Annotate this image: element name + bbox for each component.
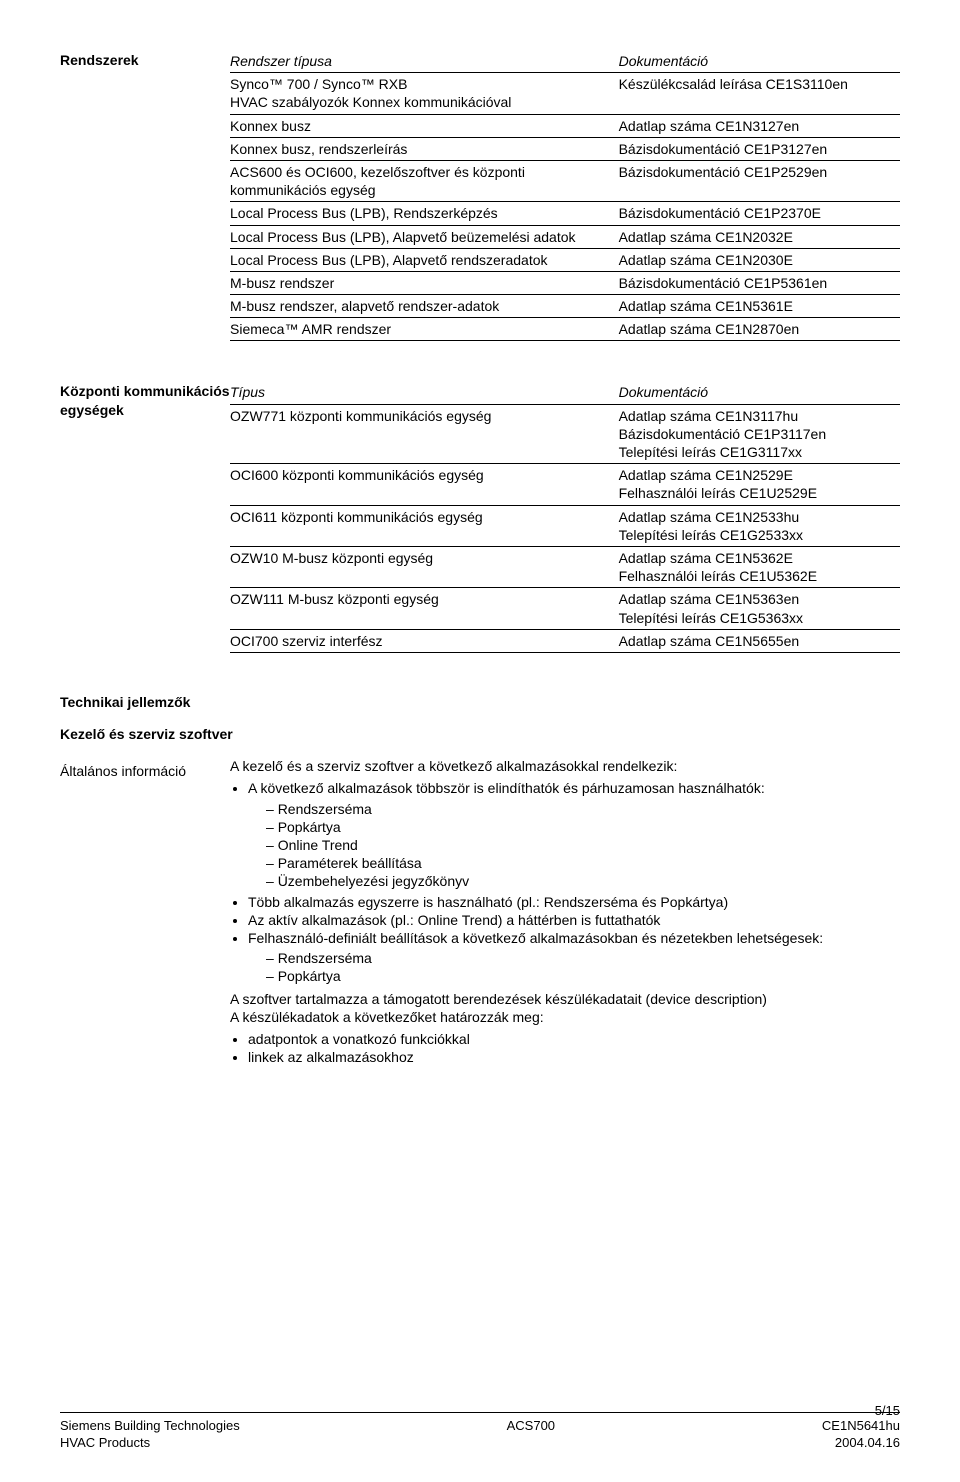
footer-mid: ACS700 bbox=[507, 1418, 555, 1435]
bullet: Több alkalmazás egyszerre is használható… bbox=[248, 893, 900, 911]
footer: Siemens Building Technologies HVAC Produ… bbox=[60, 1412, 900, 1452]
table-row: Konnex busz, rendszerleírásBázisdokument… bbox=[230, 137, 900, 160]
cell-right: Adatlap száma CE1N2030E bbox=[619, 248, 900, 271]
cell-left: M-busz rendszer bbox=[230, 271, 619, 294]
bullet-text: A következő alkalmazások többször is eli… bbox=[248, 780, 765, 796]
cell-right: Adatlap száma CE1N5655en bbox=[619, 629, 900, 652]
table-row: OCI611 központi kommunikációs egységAdat… bbox=[230, 505, 900, 546]
cell-right: Bázisdokumentáció CE1P2529en bbox=[619, 160, 900, 201]
line2: A szoftver tartalmazza a támogatott bere… bbox=[230, 990, 900, 1008]
footer-right2: 2004.04.16 bbox=[822, 1435, 900, 1452]
cell-left: M-busz rendszer, alapvető rendszer-adato… bbox=[230, 295, 619, 318]
cell-right: Adatlap száma CE1N2533huTelepítési leírá… bbox=[619, 505, 900, 546]
cell-right: Adatlap száma CE1N3117huBázisdokumentáci… bbox=[619, 404, 900, 464]
bullet: linkek az alkalmazásokhoz bbox=[248, 1048, 900, 1066]
cell-left: OZW771 központi kommunikációs egység bbox=[230, 404, 619, 464]
cell-right: Bázisdokumentáció CE1P5361en bbox=[619, 271, 900, 294]
cell-right: Adatlap száma CE1N5363enTelepítési leírá… bbox=[619, 588, 900, 629]
dash-item: Popkártya bbox=[266, 967, 900, 985]
cell-left: Synco™ 700 / Synco™ RXBHVAC szabályozók … bbox=[230, 73, 619, 114]
footer-left2: HVAC Products bbox=[60, 1435, 240, 1452]
line3: A készülékadatok a következőket határozz… bbox=[230, 1008, 900, 1026]
cell-left: OZW111 M-busz központi egység bbox=[230, 588, 619, 629]
cell-left: OCI611 központi kommunikációs egység bbox=[230, 505, 619, 546]
table-row: OCI600 központi kommunikációs egységAdat… bbox=[230, 464, 900, 505]
bullet: Az aktív alkalmazások (pl.: Online Trend… bbox=[248, 911, 900, 929]
table-row: ACS600 és OCI600, kezelőszoftver és közp… bbox=[230, 160, 900, 201]
table-row: OZW771 központi kommunikációs egységAdat… bbox=[230, 404, 900, 464]
cell-left: Konnex busz, rendszerleírás bbox=[230, 137, 619, 160]
cell-right: Adatlap száma CE1N2870en bbox=[619, 318, 900, 341]
cell-left: OZW10 M-busz központi egység bbox=[230, 546, 619, 587]
bullet: A következő alkalmazások többször is eli… bbox=[248, 779, 900, 890]
units-col2-header: Dokumentáció bbox=[619, 381, 900, 404]
bullet: adatpontok a vonatkozó funkciókkal bbox=[248, 1030, 900, 1048]
dash-item: Rendszerséma bbox=[266, 800, 900, 818]
cell-left: Local Process Bus (LPB), Alapvető beüzem… bbox=[230, 225, 619, 248]
table-row: OZW10 M-busz központi egységAdatlap szám… bbox=[230, 546, 900, 587]
intro-line: A kezelő és a szerviz szoftver a követke… bbox=[230, 757, 900, 775]
cell-right: Adatlap száma CE1N5362EFelhasználói leír… bbox=[619, 546, 900, 587]
cell-left: Local Process Bus (LPB), Alapvető rendsz… bbox=[230, 248, 619, 271]
table-row: OZW111 M-busz központi egységAdatlap szá… bbox=[230, 588, 900, 629]
footer-left1: Siemens Building Technologies bbox=[60, 1418, 240, 1435]
bullet-list: A következő alkalmazások többször is eli… bbox=[248, 779, 900, 985]
table-row: Local Process Bus (LPB), RendszerképzésB… bbox=[230, 202, 900, 225]
units-section: Központi kommunikációs egységek Típus Do… bbox=[60, 381, 900, 652]
dash-item: Popkártya bbox=[266, 818, 900, 836]
dash-item: Üzembehelyezési jegyzőkönyv bbox=[266, 872, 900, 890]
cell-right: Adatlap száma CE1N2032E bbox=[619, 225, 900, 248]
cell-left: OCI700 szerviz interfész bbox=[230, 629, 619, 652]
footer-right1: CE1N5641hu bbox=[822, 1418, 900, 1435]
dash-item: Paraméterek beállítása bbox=[266, 854, 900, 872]
cell-left: Siemeca™ AMR rendszer bbox=[230, 318, 619, 341]
systems-table: Rendszer típusa Dokumentáció Synco™ 700 … bbox=[230, 50, 900, 341]
cell-left: OCI600 központi kommunikációs egység bbox=[230, 464, 619, 505]
cell-right: Adatlap száma CE1N5361E bbox=[619, 295, 900, 318]
systems-section: Rendszerek Rendszer típusa Dokumentáció … bbox=[60, 50, 900, 341]
table-row: Konnex buszAdatlap száma CE1N3127en bbox=[230, 114, 900, 137]
systems-col2-header: Dokumentáció bbox=[619, 50, 900, 73]
cell-right: Adatlap száma CE1N2529EFelhasználói leír… bbox=[619, 464, 900, 505]
table-row: M-busz rendszer, alapvető rendszer-adato… bbox=[230, 295, 900, 318]
cell-left: Local Process Bus (LPB), Rendszerképzés bbox=[230, 202, 619, 225]
softw-heading: Kezelő és szerviz szoftver bbox=[60, 725, 900, 743]
systems-label: Rendszerek bbox=[60, 50, 230, 341]
table-row: OCI700 szerviz interfészAdatlap száma CE… bbox=[230, 629, 900, 652]
table-row: M-busz rendszerBázisdokumentáció CE1P536… bbox=[230, 271, 900, 294]
bullet-text: Felhasználó-definiált beállítások a köve… bbox=[248, 930, 823, 946]
cell-left: Konnex busz bbox=[230, 114, 619, 137]
cell-right: Készülékcsalád leírása CE1S3110en bbox=[619, 73, 900, 114]
cell-right: Bázisdokumentáció CE1P2370E bbox=[619, 202, 900, 225]
units-label: Központi kommunikációs egységek bbox=[60, 381, 230, 652]
table-row: Local Process Bus (LPB), Alapvető rendsz… bbox=[230, 248, 900, 271]
cell-right: Adatlap száma CE1N3127en bbox=[619, 114, 900, 137]
dash-item: Online Trend bbox=[266, 836, 900, 854]
units-table: Típus Dokumentáció OZW771 központi kommu… bbox=[230, 381, 900, 652]
table-row: Synco™ 700 / Synco™ RXBHVAC szabályozók … bbox=[230, 73, 900, 114]
table-row: Siemeca™ AMR rendszerAdatlap száma CE1N2… bbox=[230, 318, 900, 341]
dash-item: Rendszerséma bbox=[266, 949, 900, 967]
units-col1-header: Típus bbox=[230, 381, 619, 404]
cell-right: Bázisdokumentáció CE1P3127en bbox=[619, 137, 900, 160]
cell-left: ACS600 és OCI600, kezelőszoftver és közp… bbox=[230, 160, 619, 201]
bullet: Felhasználó-definiált beállítások a köve… bbox=[248, 929, 900, 986]
systems-col1-header: Rendszer típusa bbox=[230, 50, 619, 73]
tech-heading: Technikai jellemzők bbox=[60, 693, 900, 711]
info-label: Általános információ bbox=[60, 761, 230, 1070]
table-row: Local Process Bus (LPB), Alapvető beüzem… bbox=[230, 225, 900, 248]
